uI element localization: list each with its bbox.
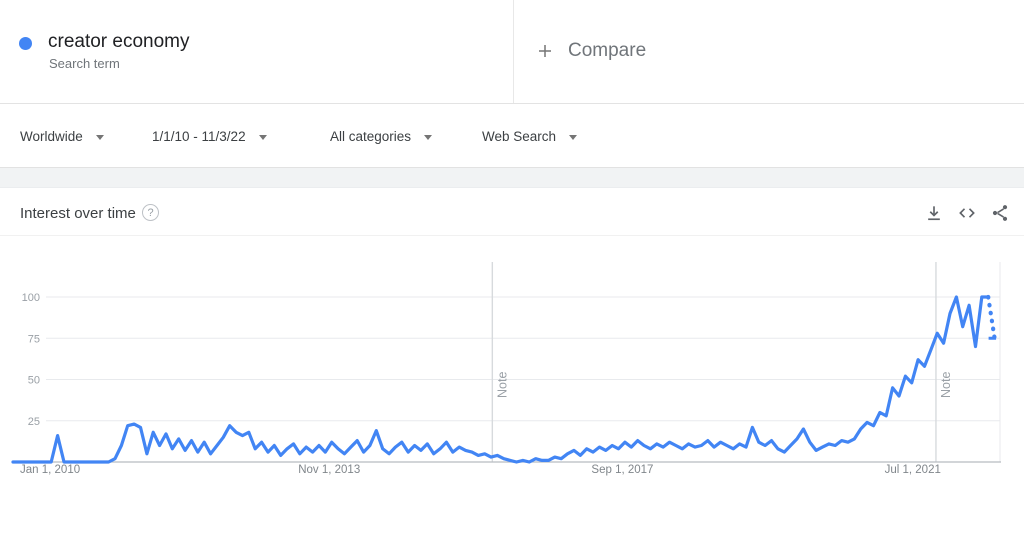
add-comparison-button[interactable]: Compare (536, 40, 646, 62)
note-label: Note (939, 372, 953, 398)
chart-card-header: Interest over time ? (0, 188, 1024, 236)
chevron-down-icon (95, 134, 104, 140)
chevron-down-icon (569, 134, 578, 140)
y-tick-label: 100 (22, 292, 40, 304)
trend-line-partial-dotted (986, 294, 997, 341)
series-legend-dot (19, 37, 32, 50)
note-label: Note (495, 372, 509, 398)
interest-over-time-card: Interest over time ? 25 50 75 100 Note Note Ja… (0, 188, 1024, 537)
chevron-down-icon (424, 134, 433, 140)
y-tick-label: 50 (28, 375, 40, 387)
trend-line (11, 295, 990, 464)
y-tick-label: 25 (28, 416, 40, 428)
share-icon[interactable] (990, 203, 1010, 223)
search-term-title[interactable]: creator economy (48, 31, 190, 52)
date-range-label: 1/1/10 - 11/3/22 (152, 128, 246, 144)
search-type-filter-dropdown[interactable]: Web Search (482, 104, 578, 168)
geo-filter-label: Worldwide (20, 128, 83, 144)
section-gap-band (0, 168, 1024, 188)
interest-over-time-chart[interactable]: 25 50 75 100 Note Note Jan 1, 2010 Nov 1, 2013 S… (0, 250, 1024, 537)
geo-filter-dropdown[interactable]: Worldwide (20, 104, 104, 168)
date-range-filter-dropdown[interactable]: 1/1/10 - 11/3/22 (152, 104, 267, 168)
embed-icon[interactable] (957, 203, 977, 223)
search-type-label: Web Search (482, 128, 557, 144)
chart-title: Interest over time (20, 205, 136, 222)
x-tick-label: Jan 1, 2010 (20, 464, 80, 476)
search-term-type: Search term (49, 56, 120, 71)
help-icon[interactable]: ? (142, 204, 159, 221)
x-tick-label: Jul 1, 2021 (885, 464, 941, 476)
x-tick-label: Sep 1, 2017 (591, 464, 653, 476)
category-filter-label: All categories (330, 128, 412, 144)
download-icon[interactable] (924, 203, 944, 223)
chevron-down-icon (258, 134, 267, 140)
y-tick-label: 75 (28, 333, 40, 345)
category-filter-dropdown[interactable]: All categories (330, 104, 433, 168)
compare-label: Compare (568, 40, 647, 61)
filter-bar: Worldwide 1/1/10 - 11/3/22 All categorie… (0, 104, 1024, 168)
card-divider (513, 0, 514, 103)
x-tick-label: Nov 1, 2013 (298, 464, 360, 476)
search-term-card: creator economy Search term Compare (0, 0, 1024, 104)
plus-icon (539, 45, 551, 57)
